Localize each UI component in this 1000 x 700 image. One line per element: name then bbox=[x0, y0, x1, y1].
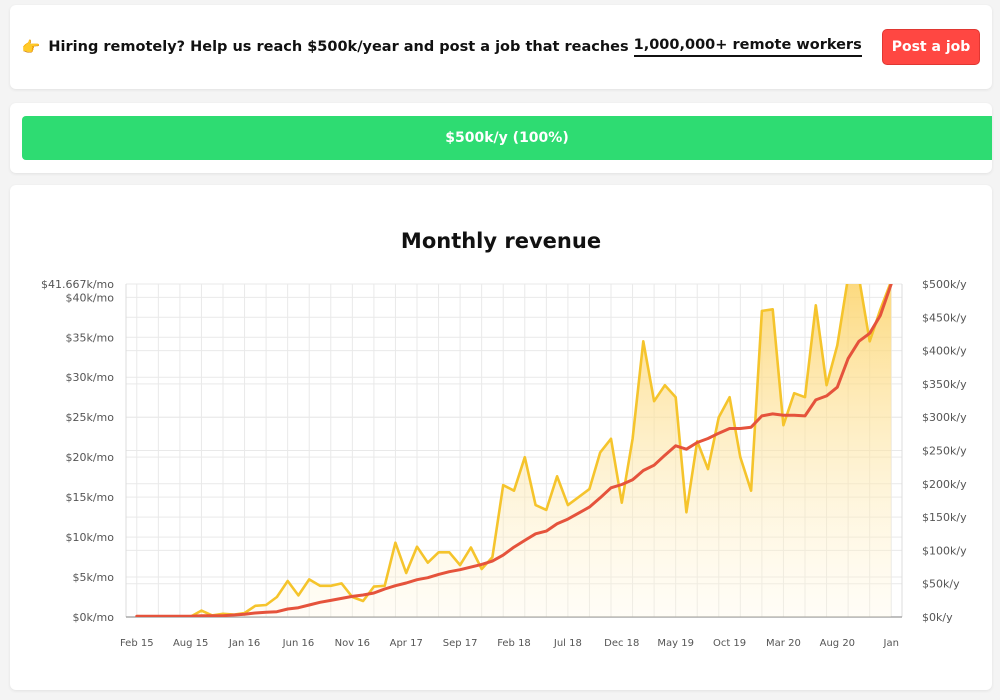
x-tick-label: Jul 18 bbox=[553, 638, 582, 649]
y-right-tick-label: $500k/y bbox=[922, 278, 967, 291]
y-right-tick-label: $200k/y bbox=[922, 478, 967, 491]
remote-workers-link[interactable]: 1,000,000+ remote workers bbox=[633, 37, 862, 57]
x-tick-label: Jun 16 bbox=[282, 638, 315, 649]
chart-title: Monthly revenue bbox=[400, 229, 602, 253]
y-left-tick-label: $30k/mo bbox=[65, 371, 114, 384]
y-right-tick-label: $350k/y bbox=[922, 378, 967, 391]
y-left-tick-label: $41.667k/mo bbox=[41, 278, 114, 291]
x-tick-label: Apr 17 bbox=[390, 638, 423, 649]
y-right-tick-label: $150k/y bbox=[922, 511, 967, 524]
y-left-tick-label: $15k/mo bbox=[65, 491, 114, 504]
hiring-banner: 👉 Hiring remotely? Help us reach $500k/y… bbox=[10, 5, 992, 89]
y-left-tick-label: $5k/mo bbox=[72, 571, 114, 584]
y-right-tick-label: $100k/y bbox=[922, 544, 967, 557]
x-tick-label: Nov 16 bbox=[335, 638, 370, 649]
x-tick-label: Aug 15 bbox=[173, 638, 208, 649]
pointing-hand-icon: 👉 bbox=[21, 38, 41, 56]
x-tick-label: Mar 20 bbox=[766, 638, 801, 649]
y-right-tick-label: $450k/y bbox=[922, 311, 967, 324]
progress-fill bbox=[22, 116, 992, 160]
y-right-tick-label: $300k/y bbox=[922, 411, 967, 424]
y-left-tick-label: $35k/mo bbox=[65, 331, 114, 344]
x-tick-label: May 19 bbox=[657, 638, 694, 649]
post-job-button[interactable]: Post a job bbox=[881, 29, 981, 65]
monthly-revenue-card: Monthly revenue $0k/mo $5k/mo $10k/mo $15k/… bbox=[10, 185, 992, 690]
y-right-tick-label: $250k/y bbox=[922, 445, 967, 458]
x-tick-label: Feb 15 bbox=[120, 638, 154, 649]
y-right-tick-label: $50k/y bbox=[922, 578, 960, 591]
x-tick-label: Aug 20 bbox=[820, 638, 855, 649]
revenue-chart: $0k/mo $5k/mo $10k/mo $15k/mo $20k/mo $25k/mo… bbox=[41, 278, 967, 649]
y-left-tick-label: $25k/mo bbox=[65, 411, 114, 424]
x-tick-label: Dec 18 bbox=[604, 638, 639, 649]
x-tick-label: Jan 16 bbox=[228, 638, 260, 649]
x-tick-label: Oct 19 bbox=[713, 638, 746, 649]
y-left-tick-label: $0k/mo bbox=[72, 611, 114, 624]
monthly-revenue-area bbox=[136, 284, 892, 617]
x-tick-label: Sep 17 bbox=[443, 638, 478, 649]
x-tick-label: Jan bbox=[883, 638, 899, 649]
revenue-progress-card: $500k/y (100%) bbox=[10, 103, 992, 173]
progress-bar: $500k/y (100%) bbox=[22, 116, 992, 160]
y-left-tick-label: $20k/mo bbox=[65, 451, 114, 464]
y-left-tick-label: $40k/mo bbox=[65, 291, 114, 304]
y-right-tick-label: $400k/y bbox=[922, 345, 967, 358]
y-left-tick-label: $10k/mo bbox=[65, 531, 114, 544]
banner-text: Hiring remotely? Help us reach $500k/yea… bbox=[48, 39, 629, 55]
x-tick-label: Feb 18 bbox=[497, 638, 531, 649]
progress-label: $500k/y (100%) bbox=[445, 130, 569, 146]
y-right-tick-label: $0k/y bbox=[922, 611, 953, 624]
banner-content: 👉 Hiring remotely? Help us reach $500k/y… bbox=[10, 5, 992, 89]
